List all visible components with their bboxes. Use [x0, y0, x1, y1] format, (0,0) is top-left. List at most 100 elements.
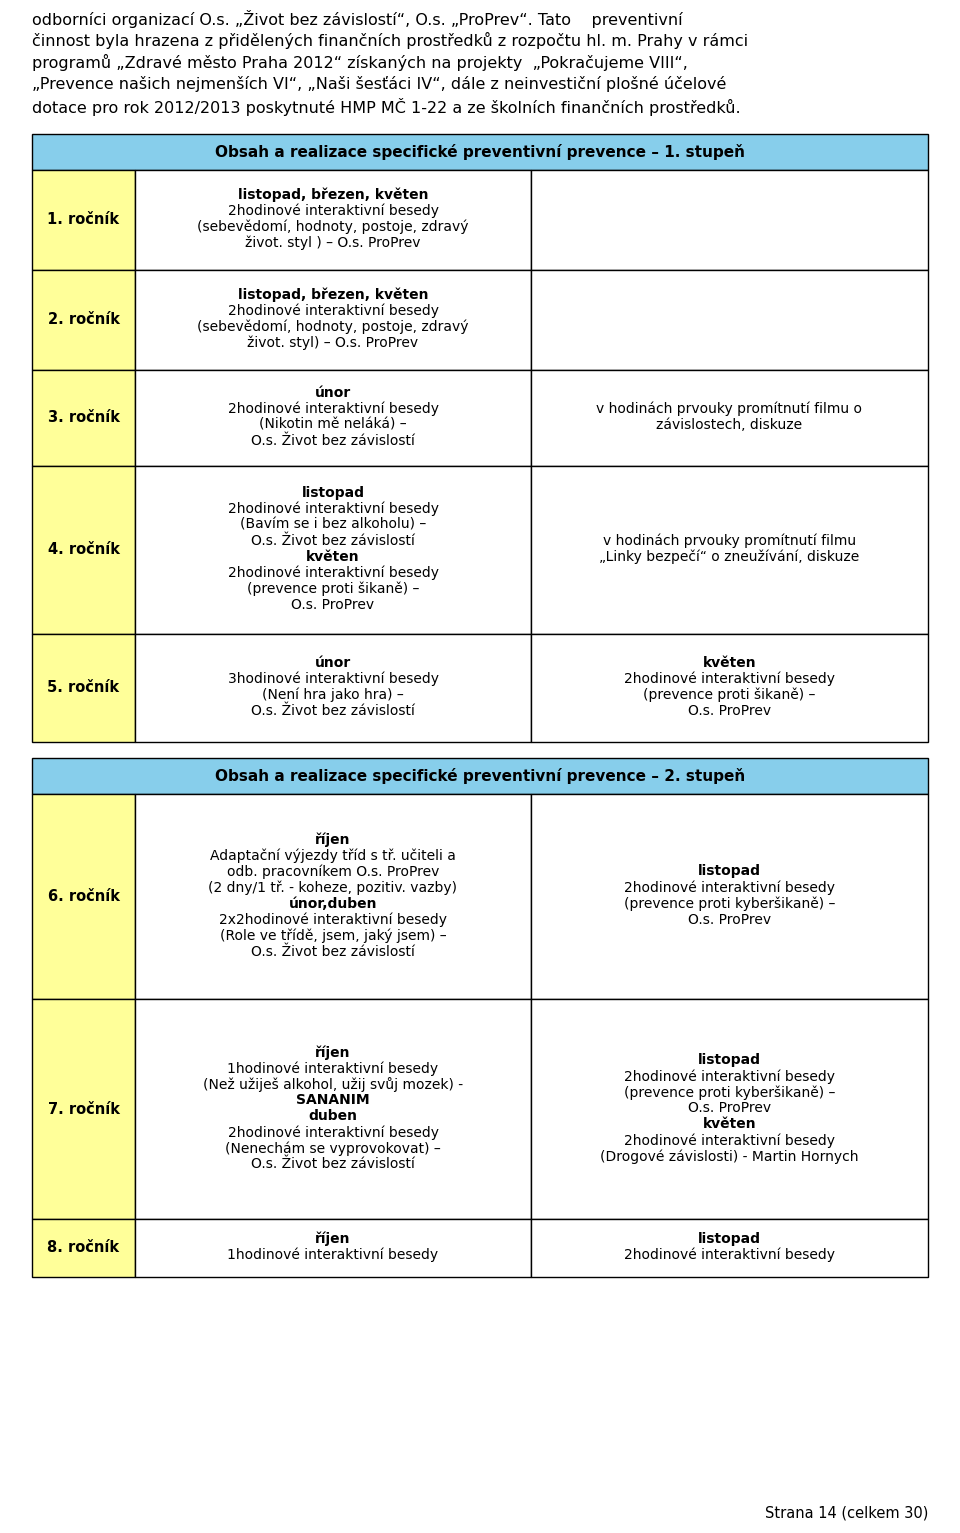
Text: 8. ročník: 8. ročník — [47, 1240, 120, 1256]
Bar — [135, 1219, 531, 1277]
Text: 2hodinové interaktivní besedy: 2hodinové interaktivní besedy — [624, 880, 835, 895]
Text: závislostech, diskuze: závislostech, diskuze — [657, 419, 803, 432]
Text: SANANIM: SANANIM — [297, 1093, 370, 1107]
Text: 6. ročník: 6. ročník — [47, 889, 119, 904]
Text: 2hodinové interaktivní besedy: 2hodinové interaktivní besedy — [228, 501, 439, 517]
Text: činnost byla hrazena z přidělených finančních prostředků z rozpočtu hl. m. Prahy: činnost byla hrazena z přidělených finan… — [32, 32, 748, 49]
Text: říjen: říjen — [315, 1233, 350, 1246]
Text: listopad: listopad — [698, 1233, 761, 1246]
Text: odb. pracovníkem O.s. ProPrev: odb. pracovníkem O.s. ProPrev — [227, 865, 439, 878]
Text: květen: květen — [703, 1118, 756, 1131]
Text: (sebevědomí, hodnoty, postoje, zdravý: (sebevědomí, hodnoty, postoje, zdravý — [197, 320, 468, 334]
Bar — [32, 1219, 135, 1277]
Text: duben: duben — [308, 1108, 357, 1124]
Text: O.s. ProPrev: O.s. ProPrev — [292, 598, 374, 612]
Text: (sebevědomí, hodnoty, postoje, zdravý: (sebevědomí, hodnoty, postoje, zdravý — [197, 221, 468, 235]
Text: (Nenechám se vyprovokovat) –: (Nenechám se vyprovokovat) – — [226, 1141, 441, 1156]
Text: dotace pro rok 2012/2013 poskytnuté HMP MČ 1-22 a ze školních finančních prostře: dotace pro rok 2012/2013 poskytnuté HMP … — [32, 98, 740, 117]
Text: 2hodinové interaktivní besedy: 2hodinové interaktivní besedy — [624, 1069, 835, 1084]
Bar — [531, 794, 928, 1000]
Bar — [135, 635, 531, 742]
Text: programů „Zdravé město Praha 2012“ získaných na projekty  „Pokračujeme VIII“,: programů „Zdravé město Praha 2012“ získa… — [32, 54, 688, 71]
Text: Obsah a realizace specifické preventivní prevence – 1. stupeň: Obsah a realizace specifické preventivní… — [215, 144, 745, 159]
Text: listopad: listopad — [698, 1053, 761, 1067]
Bar — [531, 369, 928, 466]
Text: 2hodinové interaktivní besedy: 2hodinové interaktivní besedy — [228, 1125, 439, 1139]
Bar — [32, 757, 928, 794]
Text: únor: únor — [315, 386, 351, 400]
Bar — [32, 635, 135, 742]
Bar — [32, 466, 135, 635]
Text: (Drogové závislosti) - Martin Hornych: (Drogové závislosti) - Martin Hornych — [600, 1150, 859, 1164]
Bar — [135, 1000, 531, 1219]
Text: (prevence proti kyberšikaně) –: (prevence proti kyberšikaně) – — [624, 1085, 835, 1099]
Text: říjen: říjen — [315, 1046, 350, 1059]
Text: 2hodinové interaktivní besedy: 2hodinové interaktivní besedy — [228, 402, 439, 417]
Text: 7. ročník: 7. ročník — [47, 1102, 119, 1116]
Text: v hodinách prvouky promítnutí filmu: v hodinách prvouky promítnutí filmu — [603, 533, 856, 549]
Bar — [531, 170, 928, 270]
Text: 1. ročník: 1. ročník — [47, 213, 120, 227]
Text: 2hodinové interaktivní besedy: 2hodinové interaktivní besedy — [228, 566, 439, 581]
Text: 2. ročník: 2. ročník — [47, 313, 119, 328]
Text: život. styl ) – O.s. ProPrev: život. styl ) – O.s. ProPrev — [245, 236, 420, 250]
Text: O.s. Život bez závislostí: O.s. Život bez závislostí — [252, 1157, 415, 1171]
Text: 2hodinové interaktivní besedy: 2hodinové interaktivní besedy — [624, 671, 835, 687]
Text: O.s. ProPrev: O.s. ProPrev — [688, 912, 771, 926]
Text: 5. ročník: 5. ročník — [47, 681, 120, 696]
Text: 2x2hodinové interaktivní besedy: 2x2hodinové interaktivní besedy — [219, 912, 447, 927]
Text: O.s. Život bez závislostí: O.s. Život bez závislostí — [252, 944, 415, 958]
Text: listopad, březen, květen: listopad, březen, květen — [238, 189, 428, 202]
Bar — [531, 270, 928, 369]
Bar — [32, 794, 135, 1000]
Text: 2hodinové interaktivní besedy: 2hodinové interaktivní besedy — [624, 1133, 835, 1148]
Text: únor: únor — [315, 656, 351, 670]
Bar — [32, 1000, 135, 1219]
Text: „Linky bezpečí“ o zneužívání, diskuze: „Linky bezpečí“ o zneužívání, diskuze — [599, 550, 859, 564]
Bar — [135, 466, 531, 635]
Text: (Role ve třídě, jsem, jaký jsem) –: (Role ve třídě, jsem, jaký jsem) – — [220, 929, 446, 943]
Text: 3. ročník: 3. ročník — [47, 411, 119, 426]
Text: O.s. Život bez závislostí: O.s. Život bez závislostí — [252, 533, 415, 547]
Text: (prevence proti šikaně) –: (prevence proti šikaně) – — [643, 688, 816, 702]
Text: O.s. Život bez závislostí: O.s. Život bez závislostí — [252, 434, 415, 448]
Bar — [531, 1000, 928, 1219]
Text: listopad, březen, květen: listopad, březen, květen — [238, 288, 428, 302]
Text: 4. ročník: 4. ročník — [47, 543, 119, 558]
Text: život. styl) – O.s. ProPrev: život. styl) – O.s. ProPrev — [248, 336, 419, 351]
Text: „Prevence našich nejmenších VI“, „Naši šesťáci IV“, dále z neinvestiční plošné ú: „Prevence našich nejmenších VI“, „Naši š… — [32, 77, 727, 92]
Text: 2hodinové interaktivní besedy: 2hodinové interaktivní besedy — [228, 204, 439, 219]
Text: O.s. Život bez závislostí: O.s. Život bez závislostí — [252, 704, 415, 717]
Text: O.s. ProPrev: O.s. ProPrev — [688, 704, 771, 717]
Text: Obsah a realizace specifické preventivní prevence – 2. stupeň: Obsah a realizace specifické preventivní… — [215, 768, 745, 783]
Text: 1hodinové interaktivní besedy: 1hodinové interaktivní besedy — [228, 1061, 439, 1076]
Text: 3hodinové interaktivní besedy: 3hodinové interaktivní besedy — [228, 671, 439, 687]
Text: 2hodinové interaktivní besedy: 2hodinové interaktivní besedy — [624, 1248, 835, 1263]
Text: Adaptační výjezdy tříd s tř. učiteli a: Adaptační výjezdy tříd s tř. učiteli a — [210, 848, 456, 863]
Bar — [32, 170, 135, 270]
Text: (Nikotin mě neláká) –: (Nikotin mě neláká) – — [259, 419, 407, 432]
Text: 1hodinové interaktivní besedy: 1hodinové interaktivní besedy — [228, 1248, 439, 1263]
Text: O.s. ProPrev: O.s. ProPrev — [688, 1101, 771, 1114]
Bar — [135, 270, 531, 369]
Text: 2hodinové interaktivní besedy: 2hodinové interaktivní besedy — [228, 304, 439, 319]
Text: říjen: říjen — [315, 832, 350, 848]
Text: odborníci organizací O.s. „Život bez závislostí“, O.s. „ProPrev“. Tato    preven: odborníci organizací O.s. „Život bez záv… — [32, 11, 683, 28]
Text: listopad: listopad — [698, 865, 761, 878]
Bar — [531, 635, 928, 742]
Text: Strana 14 (celkem 30): Strana 14 (celkem 30) — [764, 1505, 928, 1521]
Text: listopad: listopad — [301, 486, 365, 500]
Text: (Bavím se i bez alkoholu) –: (Bavím se i bez alkoholu) – — [240, 518, 426, 532]
Bar — [135, 369, 531, 466]
Bar — [135, 794, 531, 1000]
Bar — [32, 270, 135, 369]
Text: květen: květen — [703, 656, 756, 670]
Text: (Není hra jako hra) –: (Není hra jako hra) – — [262, 688, 404, 702]
Text: květen: květen — [306, 550, 360, 564]
Text: únor,duben: únor,duben — [289, 897, 377, 911]
Text: (2 dny/1 tř. - koheze, pozitiv. vazby): (2 dny/1 tř. - koheze, pozitiv. vazby) — [208, 880, 458, 895]
Bar — [531, 466, 928, 635]
Text: (prevence proti kyberšikaně) –: (prevence proti kyberšikaně) – — [624, 897, 835, 911]
Text: (Než užiješ alkohol, užij svůj mozek) -: (Než užiješ alkohol, užij svůj mozek) - — [203, 1078, 463, 1091]
Bar — [135, 170, 531, 270]
